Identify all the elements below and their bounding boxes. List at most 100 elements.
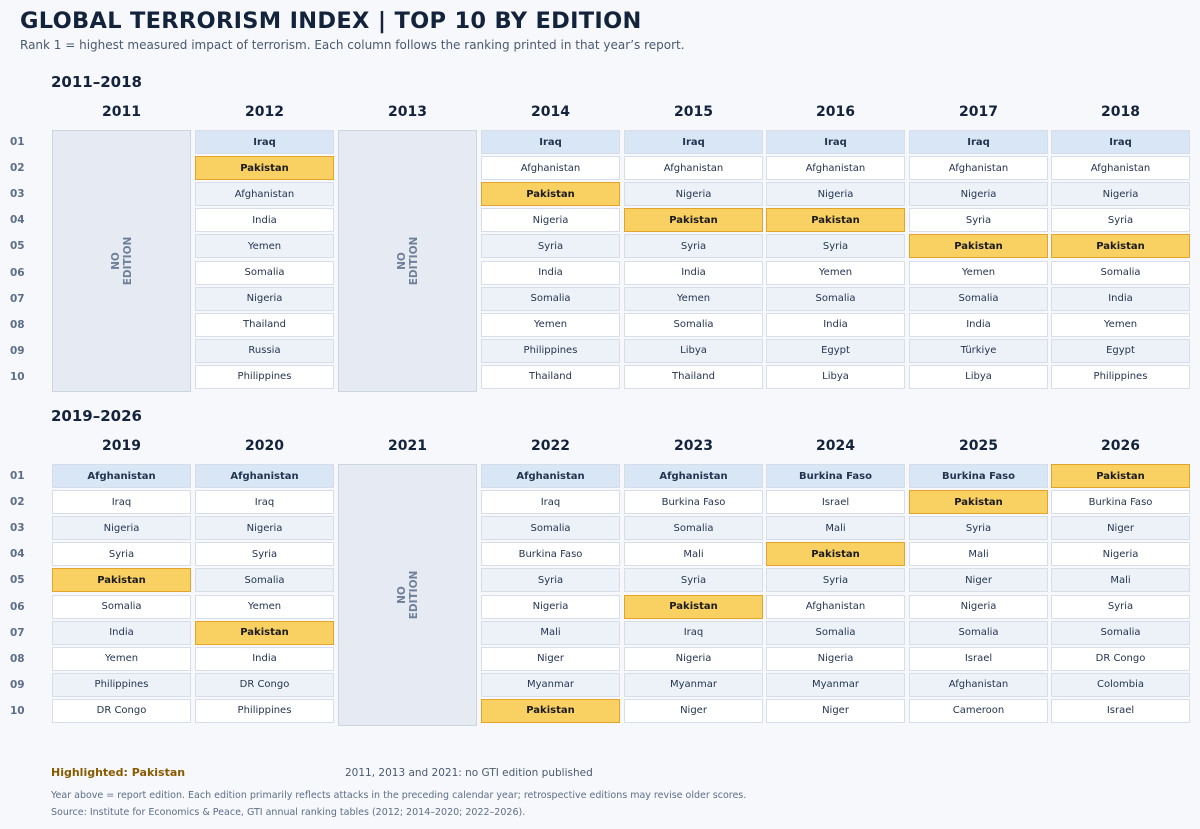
country-cell-iraq: Iraq (1051, 130, 1190, 154)
country-cell-myanmar: Myanmar (481, 672, 620, 697)
country-cell-nigeria: Nigeria (195, 516, 334, 541)
country-cell-yemen: Yemen (766, 260, 905, 285)
legend-highlight: Highlighted: Pakistan (51, 766, 186, 779)
country-cell-afghanistan: Afghanistan (195, 182, 334, 207)
country-cell-afghanistan: Afghanistan (766, 156, 905, 181)
chart-title: GLOBAL TERRORISM INDEX | TOP 10 BY EDITI… (20, 8, 642, 34)
country-cell-india: India (1051, 286, 1190, 311)
country-cell-somalia: Somalia (52, 594, 191, 619)
no-edition-block: NO EDITION (338, 130, 477, 392)
country-cell-india: India (909, 312, 1048, 337)
country-cell-libya: Libya (624, 338, 763, 363)
country-cell-syria: Syria (624, 568, 763, 593)
rank-label: 04 (10, 214, 25, 227)
country-cell-somalia: Somalia (195, 260, 334, 285)
country-cell-dr-congo: DR Congo (1051, 646, 1190, 671)
country-cell-yemen: Yemen (909, 260, 1048, 285)
footnote-edition: Year above = report edition. Each editio… (51, 790, 747, 801)
country-cell-nigeria: Nigeria (909, 182, 1048, 207)
country-cell-israel: Israel (766, 490, 905, 515)
country-cell-yemen: Yemen (195, 594, 334, 619)
country-cell-somalia: Somalia (1051, 260, 1190, 285)
country-cell-pakistan: Pakistan (1051, 464, 1190, 488)
country-cell-somalia: Somalia (481, 286, 620, 311)
country-cell-iraq: Iraq (52, 490, 191, 515)
country-cell-somalia: Somalia (766, 286, 905, 311)
country-cell-iraq: Iraq (195, 490, 334, 515)
country-cell-pakistan: Pakistan (766, 208, 905, 233)
country-cell-syria: Syria (909, 516, 1048, 541)
country-cell-somalia: Somalia (481, 516, 620, 541)
year-header: 2016 (816, 104, 855, 120)
rank-label: 09 (10, 344, 25, 357)
country-cell-philippines: Philippines (1051, 364, 1190, 389)
country-cell-iraq: Iraq (481, 130, 620, 154)
country-cell-pakistan: Pakistan (481, 182, 620, 207)
country-cell-burkina-faso: Burkina Faso (481, 542, 620, 567)
country-cell-india: India (195, 646, 334, 671)
country-cell-pakistan: Pakistan (909, 234, 1048, 259)
country-cell-syria: Syria (481, 234, 620, 259)
rank-label: 02 (10, 496, 25, 509)
country-cell-india: India (481, 260, 620, 285)
country-cell-syria: Syria (766, 234, 905, 259)
year-header: 2017 (959, 104, 998, 120)
country-cell-afghanistan: Afghanistan (1051, 156, 1190, 181)
year-header: 2025 (959, 438, 998, 454)
country-cell-philippines: Philippines (481, 338, 620, 363)
country-cell-cameroon: Cameroon (909, 698, 1048, 723)
year-header: 2013 (388, 104, 427, 120)
country-cell-pakistan: Pakistan (624, 208, 763, 233)
country-cell-burkina-faso: Burkina Faso (1051, 490, 1190, 515)
country-cell-syria: Syria (481, 568, 620, 593)
country-cell-thailand: Thailand (195, 312, 334, 337)
year-header: 2015 (674, 104, 713, 120)
country-cell-myanmar: Myanmar (766, 672, 905, 697)
country-cell-afghanistan: Afghanistan (481, 464, 620, 488)
country-cell-dr-congo: DR Congo (52, 698, 191, 723)
country-cell-mali: Mali (624, 542, 763, 567)
country-cell-nigeria: Nigeria (481, 208, 620, 233)
country-cell-mali: Mali (766, 516, 905, 541)
country-cell-syria: Syria (909, 208, 1048, 233)
country-cell-niger: Niger (481, 646, 620, 671)
rank-label: 09 (10, 678, 25, 691)
country-cell-t-rkiye: Türkiye (909, 338, 1048, 363)
country-cell-pakistan: Pakistan (909, 490, 1048, 515)
country-cell-syria: Syria (52, 542, 191, 567)
country-cell-afghanistan: Afghanistan (624, 156, 763, 181)
rank-label: 02 (10, 162, 25, 175)
country-cell-nigeria: Nigeria (624, 646, 763, 671)
country-cell-iraq: Iraq (909, 130, 1048, 154)
year-header: 2014 (531, 104, 570, 120)
footnote-source: Source: Institute for Economics & Peace,… (51, 807, 526, 818)
country-cell-niger: Niger (909, 568, 1048, 593)
country-cell-dr-congo: DR Congo (195, 672, 334, 697)
country-cell-yemen: Yemen (1051, 312, 1190, 337)
country-cell-mali: Mali (481, 620, 620, 645)
rank-label: 04 (10, 548, 25, 561)
country-cell-colombia: Colombia (1051, 672, 1190, 697)
country-cell-israel: Israel (1051, 698, 1190, 723)
panel-label: 2019–2026 (51, 407, 142, 425)
country-cell-nigeria: Nigeria (1051, 542, 1190, 567)
country-cell-afghanistan: Afghanistan (52, 464, 191, 488)
rank-label: 08 (10, 318, 25, 331)
country-cell-burkina-faso: Burkina Faso (909, 464, 1048, 488)
rank-label: 06 (10, 266, 25, 279)
country-cell-iraq: Iraq (481, 490, 620, 515)
year-header: 2020 (245, 438, 284, 454)
country-cell-egypt: Egypt (1051, 338, 1190, 363)
no-edition-label: NO EDITION (395, 236, 420, 286)
country-cell-nigeria: Nigeria (909, 594, 1048, 619)
country-cell-nigeria: Nigeria (766, 182, 905, 207)
country-cell-libya: Libya (909, 364, 1048, 389)
year-header: 2011 (102, 104, 141, 120)
year-header: 2024 (816, 438, 855, 454)
year-header: 2023 (674, 438, 713, 454)
rank-label: 01 (10, 136, 25, 148)
chart-subtitle: Rank 1 = highest measured impact of terr… (20, 38, 685, 52)
rank-label: 07 (10, 626, 25, 639)
country-cell-syria: Syria (1051, 594, 1190, 619)
country-cell-yemen: Yemen (52, 646, 191, 671)
